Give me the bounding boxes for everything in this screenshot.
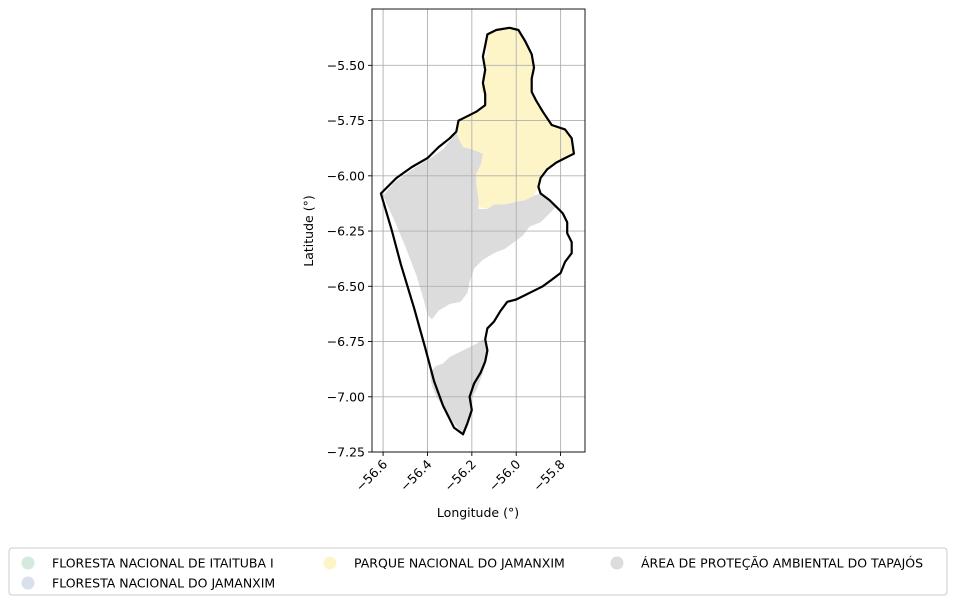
legend-frame bbox=[8, 547, 948, 596]
y-tick-label: −5.75 bbox=[327, 113, 365, 128]
legend-item: FLORESTA NACIONAL DE ITAITUBA I bbox=[21, 556, 274, 571]
y-axis-ticks: −5.50 −5.75 −6.00 −6.25 −6.50 −6.75 −7.00 −7.25 bbox=[327, 58, 372, 460]
plot-area bbox=[371, 8, 586, 453]
x-tick-label: −56.4 bbox=[397, 456, 435, 494]
y-tick-label: −7.25 bbox=[327, 445, 365, 460]
legend-label: FLORESTA NACIONAL DO JAMANXIM bbox=[52, 576, 275, 591]
x-tick-label: −55.8 bbox=[530, 456, 568, 494]
study-area-boundary bbox=[379, 26, 575, 436]
y-tick-label: −6.50 bbox=[327, 279, 365, 294]
y-tick-label: −6.00 bbox=[327, 168, 365, 183]
legend-label: ÁREA DE PROTEÇÃO AMBIENTAL DO TAPAJÓS bbox=[641, 556, 923, 571]
legend-item: ÁREA DE PROTEÇÃO AMBIENTAL DO TAPAJÓS bbox=[610, 556, 923, 571]
x-tick-label: −56.0 bbox=[486, 456, 524, 494]
y-axis-label: Latitude (°) bbox=[301, 195, 316, 266]
legend-marker bbox=[610, 556, 624, 570]
legend-label: PARQUE NACIONAL DO JAMANXIM bbox=[354, 556, 565, 571]
y-tick-label: −6.25 bbox=[327, 224, 365, 239]
legend-marker bbox=[21, 576, 35, 590]
legend-item: PARQUE NACIONAL DO JAMANXIM bbox=[323, 556, 565, 571]
legend-label: FLORESTA NACIONAL DE ITAITUBA I bbox=[52, 556, 274, 571]
legend-items: FLORESTA NACIONAL DE ITAITUBA I FLORESTA … bbox=[21, 556, 923, 591]
axes-frame bbox=[371, 8, 586, 453]
grid-layer bbox=[372, 9, 585, 453]
x-tick-label: −56.2 bbox=[441, 457, 479, 495]
y-tick-label: −7.00 bbox=[327, 389, 365, 404]
x-axis-ticks: −56.6 −56.4 −56.2 −56.0 −55.8 bbox=[353, 452, 568, 494]
x-axis-label: Longitude (°) bbox=[437, 505, 519, 520]
map-region-3 bbox=[429, 339, 488, 435]
legend: FLORESTA NACIONAL DE ITAITUBA I FLORESTA … bbox=[8, 547, 948, 596]
legend-marker bbox=[21, 556, 35, 570]
y-tick-label: −5.50 bbox=[327, 58, 365, 73]
map-region-2 bbox=[383, 129, 557, 320]
legend-marker bbox=[323, 556, 337, 570]
y-tick-label: −6.75 bbox=[327, 334, 365, 349]
legend-item: FLORESTA NACIONAL DO JAMANXIM bbox=[21, 576, 275, 591]
x-tick-label: −56.6 bbox=[353, 456, 391, 494]
